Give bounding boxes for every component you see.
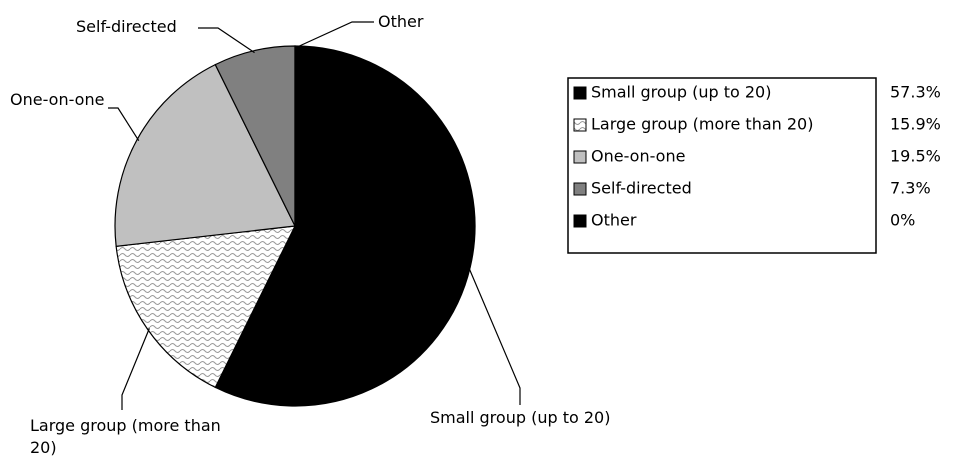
legend-label: Other xyxy=(591,211,637,230)
legend-value: 0% xyxy=(890,211,915,230)
leader-line xyxy=(467,266,521,405)
slice-label: Small group (up to 20) xyxy=(430,408,611,427)
legend-swatch xyxy=(573,118,587,132)
legend-value: 15.9% xyxy=(890,115,941,134)
leader-line xyxy=(108,107,140,142)
legend-label: Small group (up to 20) xyxy=(591,83,771,102)
pie-slice xyxy=(114,63,296,247)
leader-line xyxy=(121,328,150,410)
slice-label: Large group (more than 20) xyxy=(30,416,221,457)
legend-value: 19.5% xyxy=(890,147,941,166)
leader-line xyxy=(198,27,255,54)
slice-label: Other xyxy=(378,12,424,31)
pie-slice xyxy=(115,225,297,389)
legend-value: 57.3% xyxy=(890,83,941,102)
leader-line xyxy=(294,21,374,49)
legend-label: Self-directed xyxy=(591,179,692,198)
legend-swatch xyxy=(573,86,587,100)
pie-slice xyxy=(214,45,476,407)
legend-box xyxy=(567,77,877,254)
legend-value: 7.3% xyxy=(890,179,931,198)
slice-label: Self-directed xyxy=(76,17,177,36)
legend-label: Large group (more than 20) xyxy=(591,115,813,134)
legend-label: One-on-one xyxy=(591,147,685,166)
legend-swatch xyxy=(573,182,587,196)
slice-label: One-on-one xyxy=(10,90,105,109)
legend-swatch xyxy=(573,150,587,164)
legend-swatch xyxy=(573,214,587,228)
